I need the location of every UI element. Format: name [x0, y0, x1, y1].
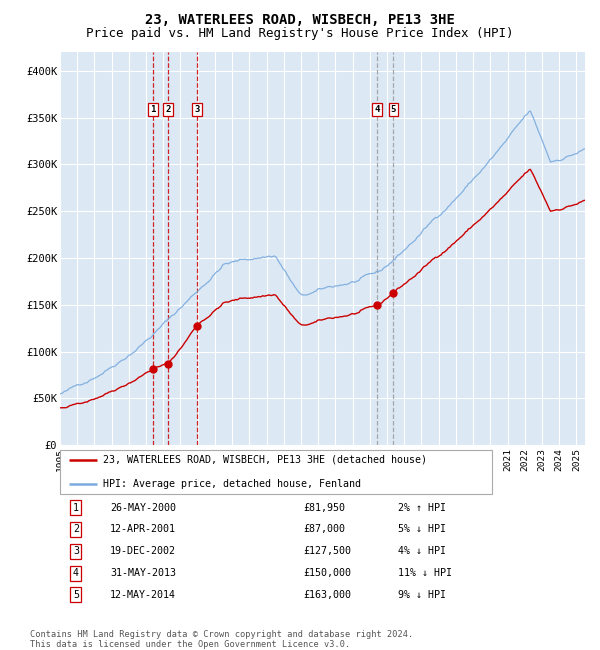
Text: £150,000: £150,000 — [303, 568, 351, 578]
Text: £87,000: £87,000 — [303, 525, 345, 534]
Text: 23, WATERLEES ROAD, WISBECH, PE13 3HE (detached house): 23, WATERLEES ROAD, WISBECH, PE13 3HE (d… — [103, 454, 427, 465]
Text: 1: 1 — [150, 105, 155, 114]
Text: 2: 2 — [166, 105, 171, 114]
Text: 4: 4 — [374, 105, 380, 114]
Text: £127,500: £127,500 — [303, 546, 351, 556]
Text: 3: 3 — [194, 105, 200, 114]
Text: HPI: Average price, detached house, Fenland: HPI: Average price, detached house, Fenl… — [103, 479, 361, 489]
Text: 9% ↓ HPI: 9% ↓ HPI — [398, 590, 446, 600]
Text: 26-MAY-2000: 26-MAY-2000 — [110, 502, 176, 512]
Text: 2% ↑ HPI: 2% ↑ HPI — [398, 502, 446, 512]
Text: 12-MAY-2014: 12-MAY-2014 — [110, 590, 176, 600]
Text: 5: 5 — [391, 105, 396, 114]
Text: Contains HM Land Registry data © Crown copyright and database right 2024.
This d: Contains HM Land Registry data © Crown c… — [30, 630, 413, 649]
Text: 1: 1 — [73, 502, 79, 512]
Text: 12-APR-2001: 12-APR-2001 — [110, 525, 176, 534]
Text: 31-MAY-2013: 31-MAY-2013 — [110, 568, 176, 578]
Text: Price paid vs. HM Land Registry's House Price Index (HPI): Price paid vs. HM Land Registry's House … — [86, 27, 514, 40]
Text: 5: 5 — [73, 590, 79, 600]
Text: £81,950: £81,950 — [303, 502, 345, 512]
Text: 19-DEC-2002: 19-DEC-2002 — [110, 546, 176, 556]
Text: 11% ↓ HPI: 11% ↓ HPI — [398, 568, 452, 578]
Text: 2: 2 — [73, 525, 79, 534]
Text: 5% ↓ HPI: 5% ↓ HPI — [398, 525, 446, 534]
Text: 3: 3 — [73, 546, 79, 556]
Text: 23, WATERLEES ROAD, WISBECH, PE13 3HE: 23, WATERLEES ROAD, WISBECH, PE13 3HE — [145, 13, 455, 27]
FancyBboxPatch shape — [60, 450, 492, 494]
Text: £163,000: £163,000 — [303, 590, 351, 600]
Text: 4% ↓ HPI: 4% ↓ HPI — [398, 546, 446, 556]
Text: 4: 4 — [73, 568, 79, 578]
